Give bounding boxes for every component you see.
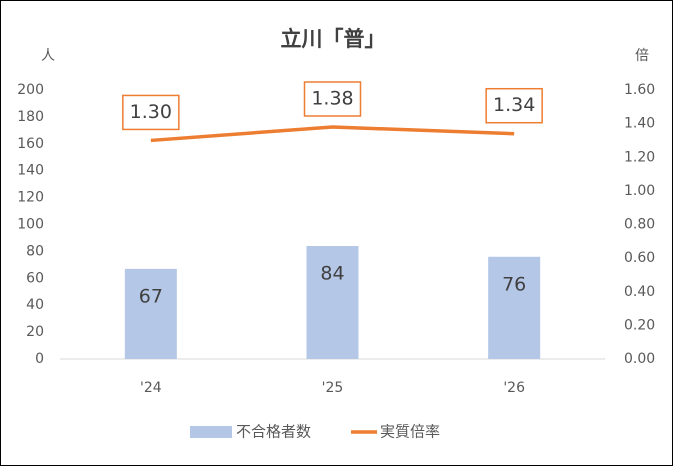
y-tick-label: 140 xyxy=(17,163,44,179)
y2-axis-label: 倍 xyxy=(635,48,649,64)
line-value-label: 1.30 xyxy=(130,101,172,123)
y-tick-label: 60 xyxy=(26,270,44,286)
y2-tick-label: 0.80 xyxy=(624,217,655,233)
bar xyxy=(124,268,177,359)
y-tick-label: 80 xyxy=(26,243,44,259)
bar xyxy=(488,256,541,359)
y-tick-label: 200 xyxy=(17,82,44,98)
legend-label: 実質倍率 xyxy=(380,423,440,441)
y-tick-label: 160 xyxy=(17,136,44,152)
y-tick-label: 20 xyxy=(26,324,44,340)
y2-tick-label: 0.00 xyxy=(624,351,655,367)
y2-tick-label: 1.40 xyxy=(624,116,655,132)
x-tick-label: '24 xyxy=(140,380,162,396)
bar-value-label: 84 xyxy=(320,263,344,285)
x-tick-label: '26 xyxy=(503,380,525,396)
value-label-box xyxy=(485,87,543,124)
y-tick-label: 40 xyxy=(26,297,44,313)
bar xyxy=(306,246,359,359)
y2-tick-label: 1.00 xyxy=(624,183,655,199)
line-value-label: 1.34 xyxy=(493,94,535,116)
y2-tick-label: 1.60 xyxy=(624,82,655,98)
bar-value-label: 67 xyxy=(139,285,163,307)
y-tick-label: 0 xyxy=(35,351,44,367)
y2-tick-label: 1.20 xyxy=(624,149,655,165)
legend-swatch xyxy=(190,426,232,438)
y-tick-label: 120 xyxy=(17,190,44,206)
y-axis-label: 人 xyxy=(41,48,55,64)
y-tick-label: 100 xyxy=(17,217,44,233)
chart-title: 立川「普」 xyxy=(281,27,386,51)
line-value-label: 1.38 xyxy=(311,87,353,109)
bar-value-label: 76 xyxy=(502,273,526,295)
y2-tick-label: 0.60 xyxy=(624,250,655,266)
line xyxy=(150,125,515,143)
value-label-box xyxy=(122,94,180,131)
y-tick-label: 180 xyxy=(17,109,44,125)
x-tick-label: '25 xyxy=(322,380,344,396)
value-label-box xyxy=(303,81,362,117)
y2-tick-label: 0.20 xyxy=(624,317,655,333)
legend-label: 不合格者数 xyxy=(236,423,311,441)
y2-tick-label: 0.40 xyxy=(624,284,655,300)
